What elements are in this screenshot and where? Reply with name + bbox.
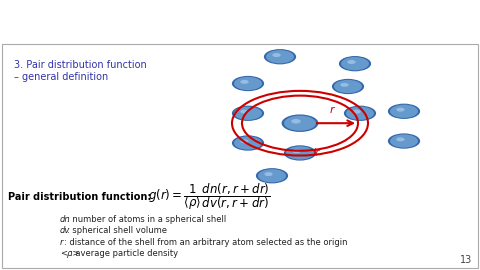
Ellipse shape (292, 149, 300, 153)
Text: $g(r) = \dfrac{1}{\langle\rho\rangle} \dfrac{dn(r,r+dr)}{dv(r,r+dr)}$: $g(r) = \dfrac{1}{\langle\rho\rangle} \d… (148, 181, 270, 212)
Ellipse shape (264, 49, 296, 64)
Text: dv: dv (60, 226, 71, 235)
Text: 3. Pair distribution function: 3. Pair distribution function (14, 60, 147, 70)
Ellipse shape (284, 116, 316, 131)
Text: r: r (330, 105, 334, 115)
Ellipse shape (284, 145, 316, 161)
Text: – general definition: – general definition (14, 72, 108, 82)
Ellipse shape (390, 105, 418, 118)
Ellipse shape (388, 133, 420, 149)
Text: dr: dr (310, 148, 320, 158)
Ellipse shape (232, 135, 264, 151)
Ellipse shape (396, 108, 405, 112)
Text: Liquid crystals: descriptors: Liquid crystals: descriptors (137, 14, 343, 28)
Ellipse shape (396, 137, 405, 141)
Text: r: r (60, 238, 63, 247)
Ellipse shape (234, 136, 262, 150)
Text: : number of atoms in a spherical shell: : number of atoms in a spherical shell (67, 215, 226, 224)
Text: <ρ>: <ρ> (60, 249, 79, 258)
Text: : spherical shell volume: : spherical shell volume (67, 226, 167, 235)
Ellipse shape (240, 110, 249, 114)
Ellipse shape (388, 104, 420, 119)
Ellipse shape (266, 50, 294, 63)
Ellipse shape (341, 57, 369, 70)
Ellipse shape (240, 80, 249, 84)
Ellipse shape (264, 172, 273, 176)
Text: 13: 13 (460, 255, 472, 265)
Ellipse shape (344, 106, 376, 121)
Ellipse shape (348, 60, 356, 64)
Ellipse shape (232, 106, 264, 121)
Ellipse shape (352, 110, 360, 114)
Text: : distance of the shell from an arbitrary atom selected as the origin: : distance of the shell from an arbitrar… (63, 238, 347, 247)
Text: dn: dn (60, 215, 71, 224)
Ellipse shape (346, 107, 374, 120)
Text: Pair distribution function:: Pair distribution function: (8, 192, 151, 202)
Ellipse shape (390, 134, 418, 148)
Ellipse shape (232, 76, 264, 91)
Ellipse shape (258, 169, 286, 183)
Ellipse shape (286, 146, 314, 160)
Ellipse shape (234, 77, 262, 90)
Ellipse shape (234, 107, 262, 120)
Ellipse shape (282, 114, 318, 132)
Ellipse shape (339, 56, 371, 71)
Ellipse shape (340, 83, 348, 87)
Text: : average particle density: : average particle density (71, 249, 179, 258)
Ellipse shape (291, 119, 301, 124)
Ellipse shape (272, 53, 281, 57)
Ellipse shape (240, 139, 249, 143)
Ellipse shape (332, 79, 364, 94)
Ellipse shape (334, 80, 362, 93)
Ellipse shape (256, 168, 288, 183)
